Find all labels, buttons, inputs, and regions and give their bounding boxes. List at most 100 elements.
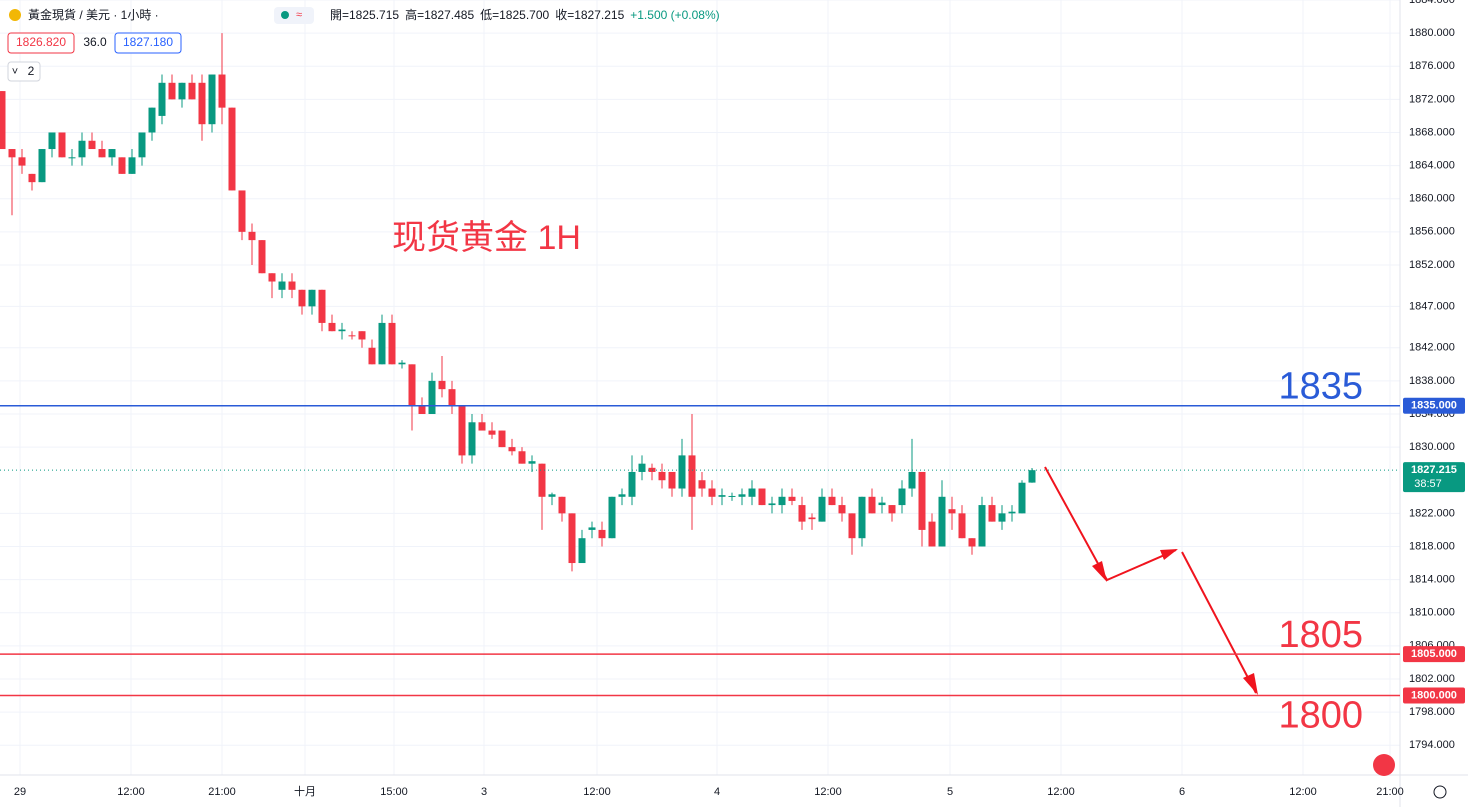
x-tick-label: 12:00	[1289, 786, 1317, 798]
candle-body	[538, 463, 546, 497]
candle-body	[928, 521, 936, 547]
y-tick-label: 1876.000	[1409, 60, 1455, 72]
candle-body	[858, 496, 866, 539]
level-tag-label: 1835.000	[1411, 400, 1457, 412]
candle-body	[628, 471, 636, 497]
y-tick-label: 1838.000	[1409, 375, 1455, 387]
candle-body	[158, 82, 166, 116]
candle-body	[288, 281, 296, 290]
candle-body	[908, 471, 916, 489]
candle-body	[18, 157, 26, 166]
level-label: 1835	[1278, 366, 1363, 408]
y-tick-label: 1814.000	[1409, 574, 1455, 586]
candle-body	[318, 289, 326, 323]
forecast-arrow	[1181, 551, 1257, 694]
candle-body	[598, 529, 606, 539]
candle-body	[28, 173, 36, 183]
candle-body	[568, 513, 576, 564]
candle-body	[888, 505, 896, 514]
header: 黃金現貨 / 美元 · 1小時 · ≈ 開=1825.715 高=1827.485…	[7, 7, 720, 82]
candle-body	[998, 513, 1006, 522]
x-tick-label: 12:00	[814, 786, 842, 798]
spread: 36.0	[83, 35, 107, 49]
ohlc-item: 開=1825.715	[330, 8, 399, 22]
candle-body	[968, 538, 976, 547]
candle-body	[528, 461, 536, 464]
buy-button[interactable]	[114, 32, 182, 54]
currency-flag[interactable]	[1373, 754, 1395, 776]
candle-body	[438, 380, 446, 390]
market-open-dot	[281, 11, 289, 19]
x-tick-label: 21:00	[1376, 786, 1404, 798]
candle-body	[258, 240, 266, 274]
candle-body	[278, 281, 286, 290]
arrow-head	[1243, 673, 1258, 695]
symbol: 黃金現貨 / 美元 · 1小時 ·	[28, 7, 159, 22]
candle-body	[828, 496, 836, 506]
candle-body	[658, 471, 666, 481]
x-tick-label: 29	[14, 786, 26, 798]
sell-price: 1826.820	[16, 35, 66, 49]
y-tick-label: 1864.000	[1409, 160, 1455, 172]
candle-body	[918, 471, 926, 530]
candle-body	[48, 132, 56, 150]
x-tick-label: 21:00	[208, 786, 236, 798]
candle-body	[748, 488, 756, 497]
candle-body	[0, 91, 6, 150]
x-tick-label: 15:00	[380, 786, 408, 798]
candle-body	[338, 329, 346, 332]
candle-body	[768, 503, 776, 506]
candle-body	[708, 488, 716, 497]
candle-body	[688, 455, 696, 497]
candle-body	[778, 496, 786, 506]
candle-body	[938, 496, 946, 547]
candle-body	[298, 289, 306, 307]
x-tick-label: 12:00	[117, 786, 145, 798]
candle-body	[228, 107, 236, 191]
y-tick-label: 1860.000	[1409, 193, 1455, 205]
candle-body	[408, 364, 416, 406]
candle-body	[218, 74, 226, 108]
candle-body	[238, 190, 246, 232]
candle-body	[268, 273, 276, 282]
candle-body	[328, 322, 336, 332]
candle-body	[678, 455, 686, 489]
ohlc: 開=1825.715 高=1827.485 低=1825.700 收=1827.215…	[330, 7, 720, 22]
candle-body	[208, 74, 216, 125]
x-tick-label: 6	[1179, 786, 1185, 798]
status-badge	[274, 7, 314, 24]
y-tick-label: 1868.000	[1409, 126, 1455, 138]
candle-body	[848, 513, 856, 539]
y-tick-label: 1852.000	[1409, 259, 1455, 271]
candle-body	[68, 157, 76, 159]
candle-body	[558, 496, 566, 514]
y-tick-label: 1798.000	[1409, 706, 1455, 718]
y-tick-label: 1822.000	[1409, 507, 1455, 519]
candle-body	[178, 82, 186, 100]
level-tag-label: 1805.000	[1411, 648, 1457, 660]
candle-body	[728, 495, 736, 497]
x-tick-label: 4	[714, 786, 720, 798]
candle-body	[958, 513, 966, 539]
level-tag	[1403, 397, 1465, 414]
candle-body	[508, 447, 516, 452]
buy-price: 1827.180	[123, 35, 173, 49]
candle-body	[518, 451, 526, 464]
arrow-head	[1160, 549, 1178, 560]
indicators-toggle[interactable]	[7, 61, 41, 82]
candle-body	[698, 480, 706, 489]
candle-body	[98, 149, 106, 158]
settings-icon[interactable]	[1433, 785, 1447, 799]
ohlc-item: 低=1825.700	[480, 8, 549, 22]
candle-body	[348, 335, 356, 337]
candle-body	[898, 488, 906, 506]
candle-body	[608, 496, 616, 539]
candle-body	[808, 517, 816, 520]
candle-body	[458, 405, 466, 456]
candle-body	[588, 527, 596, 530]
sell-button[interactable]	[7, 32, 75, 54]
candle-body	[718, 495, 726, 497]
candle-body	[198, 82, 206, 125]
